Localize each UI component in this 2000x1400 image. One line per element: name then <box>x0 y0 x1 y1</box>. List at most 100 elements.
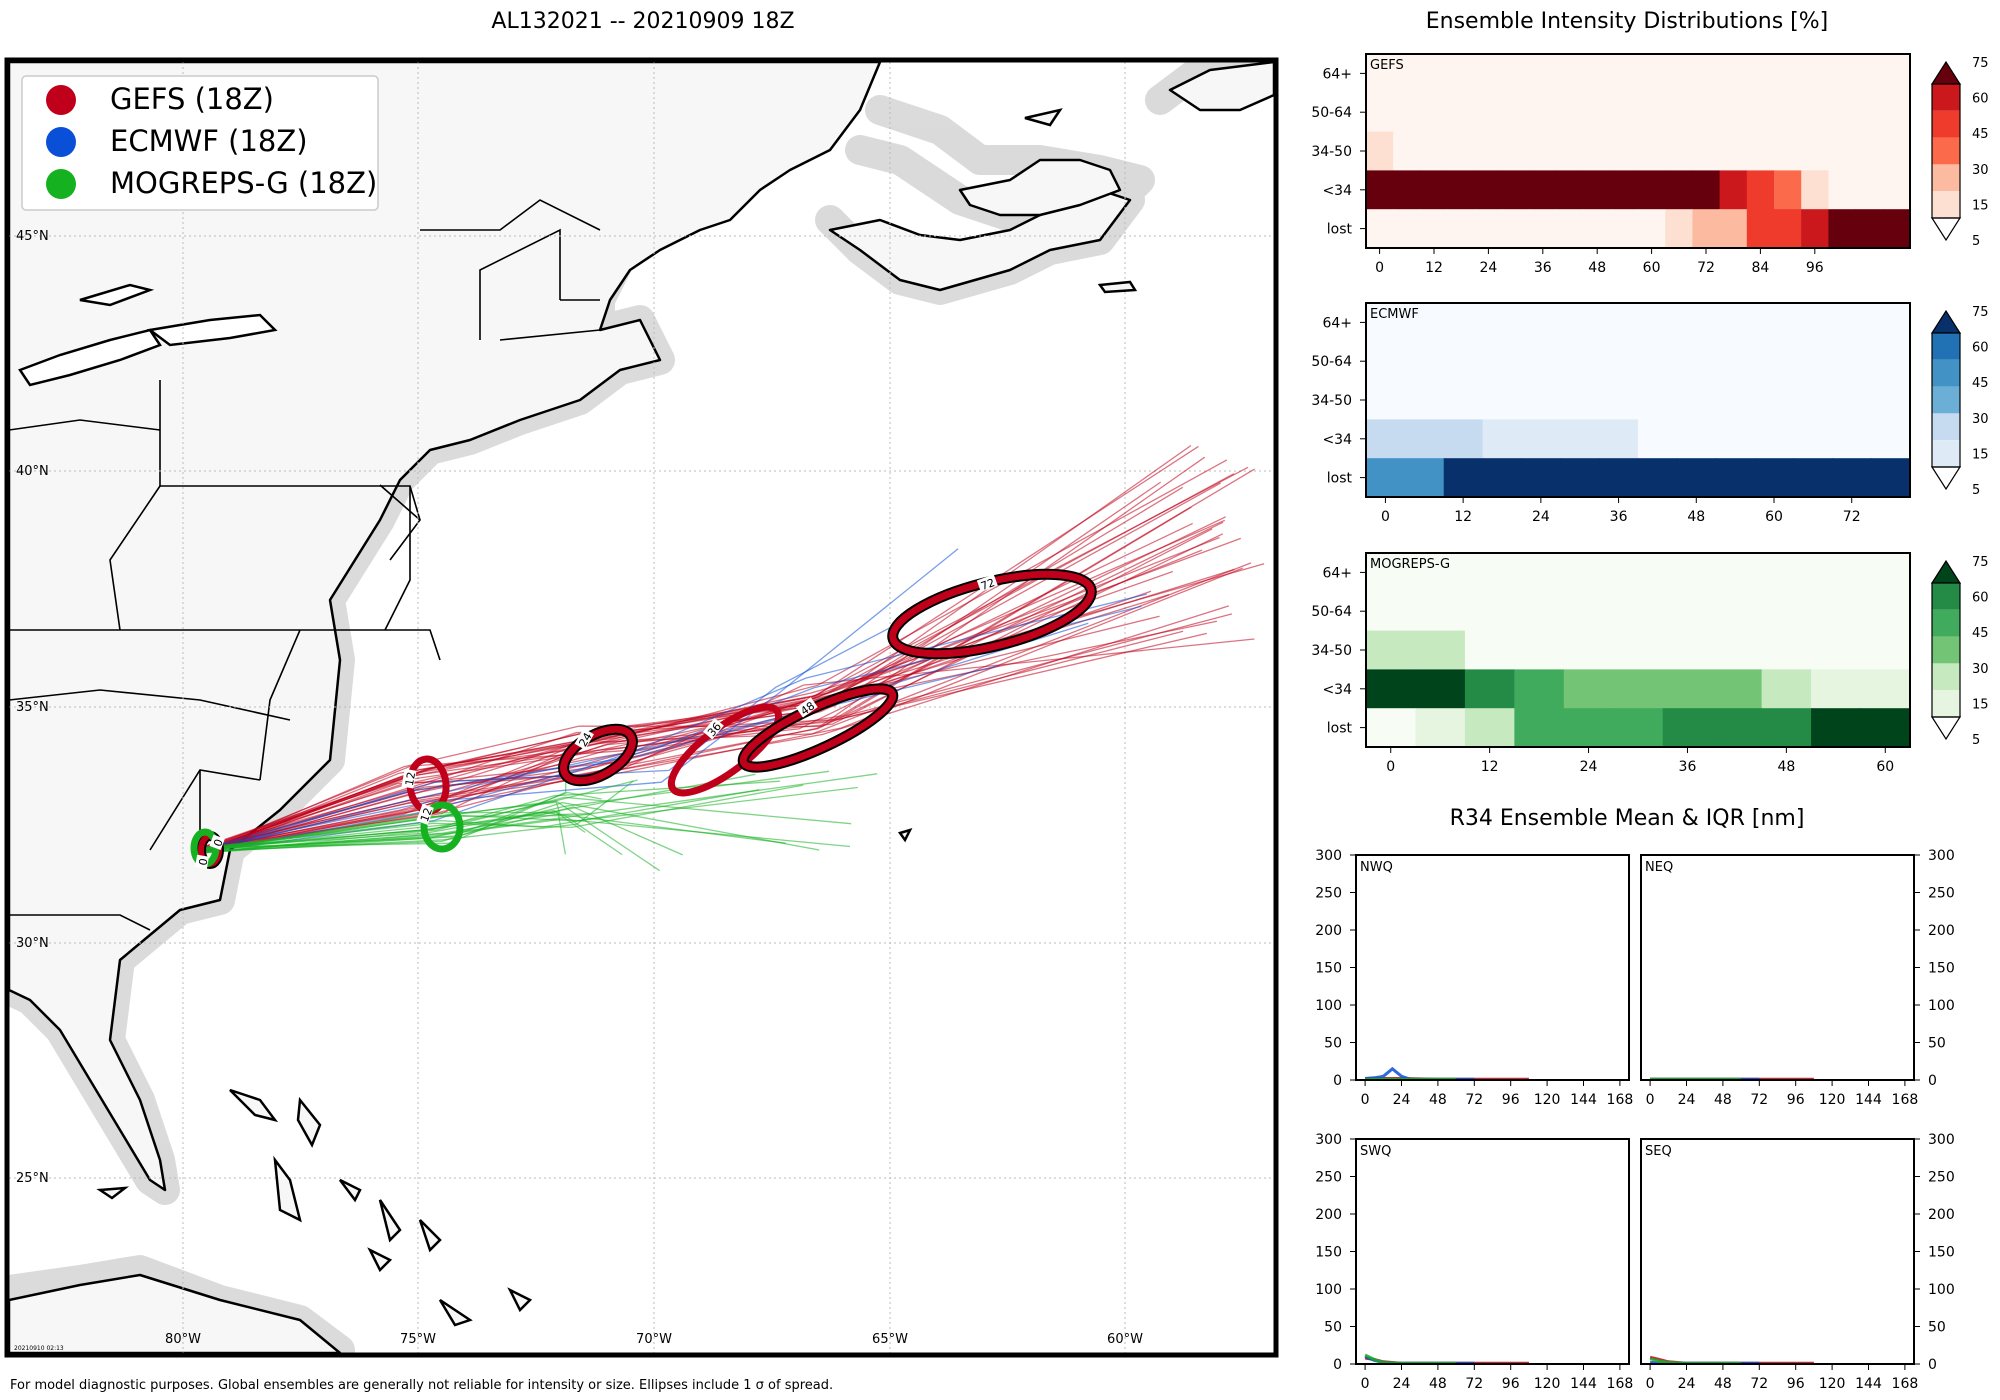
r34-y-tick-label: 0 <box>1928 1357 1937 1373</box>
colorbar-gefs: 75 60 45 30 15 5 <box>1930 56 1989 249</box>
r34-x-tick-label: 24 <box>1678 1092 1696 1108</box>
heatmap-cell <box>1665 170 1693 210</box>
heatmap-cell <box>1514 630 1565 670</box>
heatmap-cell <box>1665 131 1693 171</box>
r34-x-tick-label: 168 <box>1607 1092 1634 1108</box>
heatmap-x-tick-label: 84 <box>1751 260 1769 276</box>
heatmap-cell <box>1801 170 1829 210</box>
heatmap-cell <box>1715 458 1756 498</box>
heatmap-cell <box>1447 92 1476 133</box>
heatmap-cell <box>1502 170 1530 210</box>
ellipse-label: 24 <box>576 730 594 749</box>
heatmap-cell <box>1774 131 1802 171</box>
heatmap-cell <box>1366 419 1406 459</box>
heatmap-cell <box>1715 419 1756 459</box>
heatmap-cell <box>1855 209 1884 249</box>
heatmap-cell <box>1871 458 1911 498</box>
heatmap-frame <box>1365 552 1911 748</box>
legend-marker-mogreps <box>46 169 76 199</box>
heatmap-cell <box>1860 708 1911 748</box>
colorbar-tick-label: 15 <box>1972 697 1989 712</box>
heatmap-cell <box>1563 591 1614 632</box>
heatmap-cell <box>1871 303 1911 343</box>
heatmap-x-tick-label: 96 <box>1806 260 1824 276</box>
heatmap-cell <box>1811 669 1862 709</box>
heatmap-cell <box>1521 303 1561 343</box>
heatmap-cell <box>1583 170 1612 210</box>
r34-x-tick-label: 0 <box>1361 1376 1370 1392</box>
heatmap-cell <box>1811 630 1862 670</box>
heatmap-cell <box>1774 54 1802 94</box>
lon-label: 75°W <box>400 1332 436 1347</box>
heatmap-row-label: <34 <box>1322 432 1352 448</box>
heatmap-cell <box>1761 591 1812 632</box>
heatmap-cell <box>1811 553 1862 593</box>
r34-x-tick-label: 168 <box>1607 1376 1634 1392</box>
heatmap-cell <box>1719 54 1748 94</box>
r34-x-tick-label: 120 <box>1534 1092 1561 1108</box>
heatmap-x-tick-label: 60 <box>1643 260 1661 276</box>
heatmap-x-tick-label: 48 <box>1777 759 1795 775</box>
heatmap-cell <box>1662 553 1713 593</box>
heatmap-cell <box>1793 380 1833 420</box>
r34-y-tick-label: 0 <box>1333 1073 1342 1089</box>
ellipse-label: 12 <box>403 771 418 787</box>
heatmap-cell <box>1801 131 1829 171</box>
colorbar-extend <box>1930 559 1962 584</box>
heatmap-x-tick-label: 12 <box>1454 509 1472 525</box>
ensemble-track <box>207 605 1142 852</box>
heatmap-cell <box>1855 54 1884 94</box>
heatmap-cell <box>1746 92 1775 133</box>
ensemble-track <box>206 506 1192 852</box>
heatmap-cell <box>1404 458 1445 498</box>
colorbar-ecmwf: 75 60 45 30 15 5 <box>1930 305 1989 498</box>
heatmap-cell <box>1415 708 1466 748</box>
heatmap-cell <box>1482 458 1523 498</box>
heatmap-cell <box>1420 209 1449 249</box>
heatmap-cell <box>1521 419 1561 459</box>
lat-labels: 45°N 40°N 35°N 30°N 25°N <box>16 229 49 1186</box>
heatmap-cell <box>1676 419 1717 459</box>
heatmap-cell <box>1464 630 1515 670</box>
heatmap-cell <box>1583 92 1612 133</box>
heatmap-cell <box>1676 458 1717 498</box>
heatmap-cell <box>1746 54 1775 94</box>
heatmap-x-tick-label: 24 <box>1532 509 1550 525</box>
heatmap-cell <box>1719 92 1748 133</box>
heatmap-cell <box>1529 54 1557 94</box>
colorbar-tick-label: 75 <box>1972 555 1989 570</box>
footnote: For model diagnostic purposes. Global en… <box>10 1378 833 1393</box>
r34-y-tick-label: 50 <box>1324 1036 1342 1052</box>
ensemble-track <box>204 779 638 851</box>
r34-x-tick-label: 48 <box>1429 1092 1447 1108</box>
heatmap-cell <box>1860 591 1911 632</box>
heatmap-x-tick-label: 36 <box>1610 509 1628 525</box>
heatmap-cell <box>1415 630 1466 670</box>
heatmap-cell <box>1665 92 1693 133</box>
colorbar-extend <box>1930 60 1962 85</box>
r34-x-tick-label: 96 <box>1502 1092 1520 1108</box>
r34-x-tick-label: 96 <box>1787 1376 1805 1392</box>
heatmap-cell <box>1613 553 1664 593</box>
r34-x-tick-label: 144 <box>1855 1092 1882 1108</box>
r34-quadrant-label: NWQ <box>1360 860 1393 875</box>
heatmap-cell <box>1638 458 1678 498</box>
legend-marker-ecmwf <box>46 127 76 157</box>
r34-y-tick-label: 100 <box>1315 998 1342 1014</box>
heatmap-x-tick-label: 72 <box>1843 509 1861 525</box>
heatmap-cell <box>1521 458 1561 498</box>
heatmap-cell <box>1415 591 1466 632</box>
heatmap-model-label: GEFS <box>1370 58 1404 73</box>
heatmap-x-tick-label: 48 <box>1687 509 1705 525</box>
heatmap-cell <box>1613 669 1664 709</box>
heatmap-cell <box>1514 669 1565 709</box>
ensemble-track <box>203 811 786 851</box>
heatmap-cell <box>1832 419 1872 459</box>
heatmap-cell <box>1610 131 1639 171</box>
heatmap-cell <box>1521 341 1561 382</box>
lon-labels: 80°W 75°W 70°W 65°W 60°W <box>165 1332 1143 1347</box>
heatmap-cell <box>1855 170 1884 210</box>
heatmap-cell <box>1443 458 1484 498</box>
colorbar-tick-label: 45 <box>1972 626 1989 641</box>
r34-x-tick-label: 96 <box>1787 1092 1805 1108</box>
